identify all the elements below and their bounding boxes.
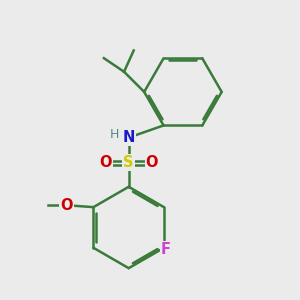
- Text: N: N: [122, 130, 135, 145]
- Text: S: S: [123, 155, 134, 170]
- Text: H: H: [109, 128, 119, 141]
- Text: O: O: [99, 155, 112, 170]
- Text: O: O: [146, 155, 158, 170]
- Text: F: F: [161, 242, 171, 257]
- Text: O: O: [60, 198, 73, 213]
